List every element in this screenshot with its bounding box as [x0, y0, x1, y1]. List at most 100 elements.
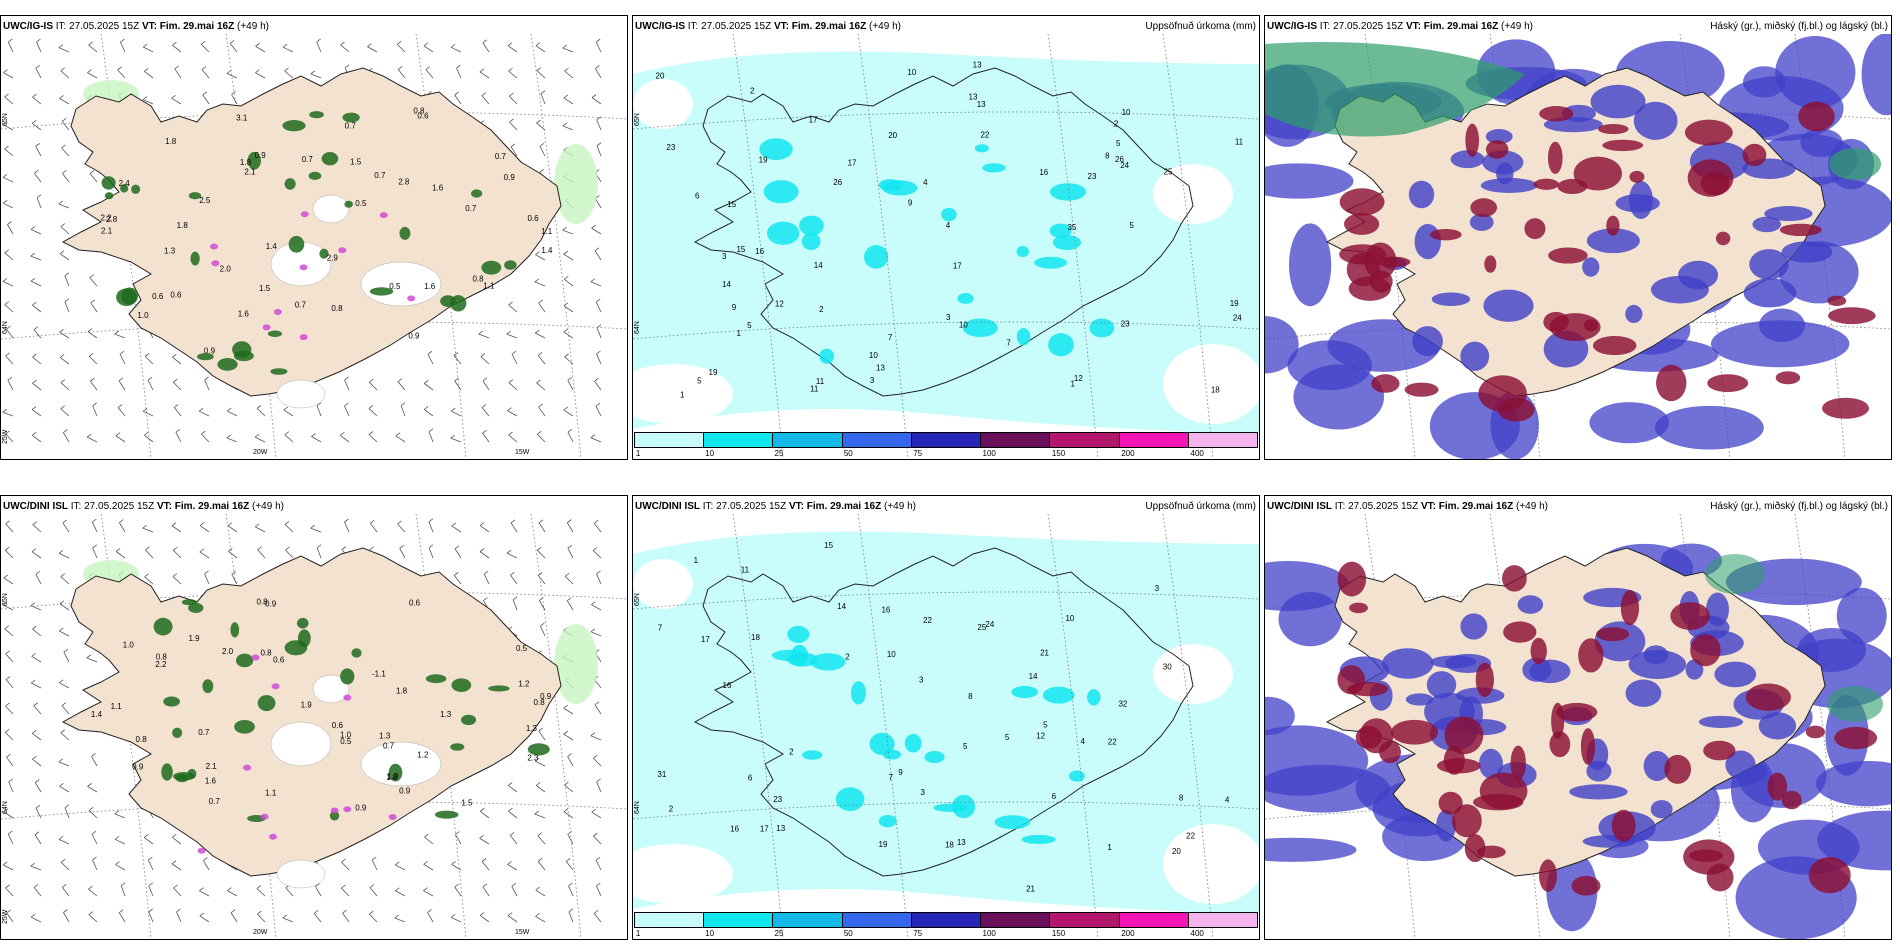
wind-barb [5, 705, 14, 715]
wind-barb-flag [5, 702, 10, 707]
parallel-line [1265, 801, 1891, 820]
mid-cloud-patch [1497, 397, 1535, 422]
wind-barb-flag [479, 834, 484, 839]
low-cloud-patch [1265, 163, 1354, 199]
low-cloud-patch [1289, 223, 1332, 307]
meridian-line [1047, 34, 1099, 459]
wind-barb [369, 887, 378, 897]
wind-barb-flag [257, 546, 262, 551]
value-label: 3 [870, 376, 875, 385]
wind-barb-flag [200, 40, 206, 45]
value-label: 1.2 [417, 750, 429, 759]
low-cloud-patch [1529, 659, 1571, 684]
colorbar-cell [773, 913, 843, 927]
low-cloud-patch [1714, 661, 1757, 688]
precip-cell [957, 293, 974, 304]
wind-barb-flag [6, 325, 11, 330]
value-label: 2.1 [244, 167, 256, 176]
wind-barb-flag [88, 911, 94, 915]
wind-barb-flag [5, 352, 10, 357]
wind-barb-flag [507, 861, 512, 865]
low-cloud-patch [1654, 405, 1764, 450]
wind-barb [538, 302, 546, 313]
value-label: 5 [1005, 733, 1010, 742]
wind-barb-flag [508, 431, 513, 436]
low-cloud-patch [1414, 223, 1441, 260]
wind-barb-flag [2, 199, 8, 204]
value-label: 1.6 [238, 309, 250, 318]
value-label: 2.3 [527, 754, 539, 763]
colorbar-tick-label: 150 [1051, 449, 1066, 458]
dry-area [633, 844, 733, 904]
wind-barb [285, 887, 294, 897]
wind-barb-flag [119, 350, 125, 355]
wind-barb [3, 864, 14, 871]
wind-barb-flag [62, 883, 67, 888]
mid-cloud-patch [1596, 627, 1630, 642]
wind-barb [62, 522, 70, 533]
light-green-area [554, 624, 598, 704]
mid-cloud-patch [1348, 276, 1392, 301]
wind-barb [456, 67, 462, 79]
wind-barb [148, 885, 154, 897]
wind-barb-flag [33, 702, 38, 707]
wind-barb [540, 93, 546, 105]
wind-barb-flag [341, 884, 346, 889]
high-cloud-patch [1829, 148, 1881, 180]
value-label: 22 [923, 616, 932, 625]
wind-barb-flag [564, 781, 569, 786]
low-cloud-patch [1517, 595, 1544, 614]
wind-barb [31, 682, 42, 689]
wind-barb-flag [506, 549, 512, 554]
wind-barb-flag [368, 431, 374, 435]
low-cloud-patch [1586, 760, 1612, 782]
wind-barb [173, 887, 182, 897]
value-label: 3 [919, 676, 924, 685]
wind-barb [88, 809, 98, 819]
wind-barb [595, 41, 602, 53]
wind-barb-flag [114, 330, 119, 335]
precip-cell [288, 235, 305, 253]
precip-cell [851, 681, 866, 705]
wind-barb [32, 628, 42, 637]
value-label: 0.6 [409, 599, 421, 608]
wind-barb [454, 886, 462, 897]
wind-barb-flag [540, 90, 546, 95]
wind-barb-flag [144, 353, 150, 357]
wind-barb [30, 605, 42, 611]
wind-barb-flag [563, 328, 568, 333]
wind-barb [507, 785, 518, 793]
wind-barb [450, 437, 462, 443]
value-label: 0.7 [295, 300, 307, 309]
wind-barb-flag [482, 39, 488, 44]
wind-barb-flag [226, 434, 232, 439]
wind-barb-flag [567, 428, 573, 433]
colorbar-tick-label: 75 [913, 929, 923, 938]
value-label: 23 [773, 795, 782, 804]
low-cloud-patch [1698, 715, 1744, 728]
value-label: 1.0 [387, 772, 399, 781]
wind-barb-flag [88, 885, 93, 890]
precip-cell [399, 226, 411, 240]
value-label: 10 [1065, 614, 1074, 623]
wind-barb [562, 229, 574, 235]
value-label: 15 [727, 200, 736, 209]
wind-barb-flag [481, 404, 487, 408]
wind-barb [479, 71, 490, 79]
value-label: 30 [1163, 662, 1172, 671]
wind-barb-flag [31, 652, 36, 657]
precip-cell [835, 787, 865, 812]
wind-barb [4, 252, 14, 261]
wind-barb-flag [482, 883, 488, 888]
wind-barb-flag [60, 573, 65, 578]
wind-barb [59, 357, 70, 365]
value-label: 19 [759, 156, 768, 165]
wind-barb-flag [33, 326, 39, 330]
wind-barb-flag [538, 403, 543, 408]
mid-cloud-patch [1775, 371, 1801, 385]
wind-barb [481, 407, 490, 417]
wind-barb-flag [59, 783, 64, 787]
value-label: 14 [1029, 672, 1038, 681]
colorbar-tick-label: 25 [774, 929, 784, 938]
precip-cell [235, 653, 254, 668]
